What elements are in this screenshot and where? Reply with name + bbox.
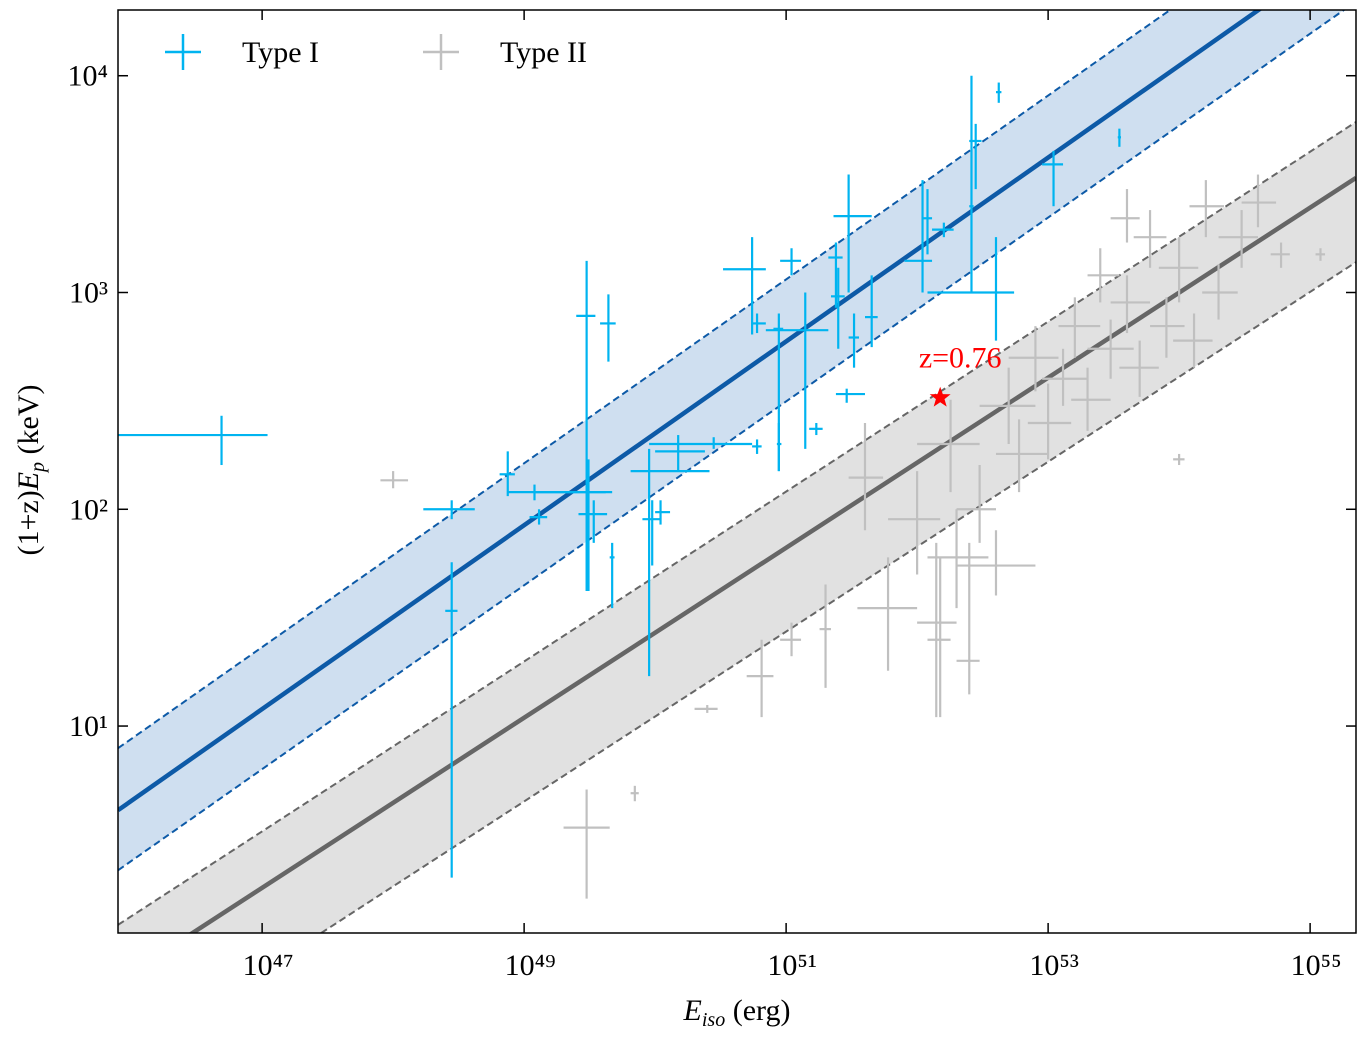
axes: 10⁴⁷ 10⁴⁹ 10⁵¹ 10⁵³ 10⁵⁵ 10¹ 10² 10³ 10⁴ Type I Ty…	[68, 9, 1357, 982]
band-edge	[319, 261, 1356, 933]
x-tick-label: 10⁴⁹	[505, 949, 556, 982]
annotation: z=0.76	[919, 342, 1002, 375]
fit-line	[118, 10, 1263, 813]
fit-line	[188, 175, 1356, 933]
y-tick-label: 10¹	[69, 710, 108, 743]
plot-frame	[117, 9, 1357, 934]
y-label-prefix: (1+z)	[12, 490, 45, 555]
y-tick-label: 10³	[69, 277, 108, 310]
plot-area	[118, 10, 1356, 933]
highlight-star	[929, 386, 951, 407]
x-label-subscript: iso	[702, 1009, 725, 1031]
x-tick-label: 10⁵¹	[767, 949, 816, 982]
y-label-symbol: E	[12, 472, 45, 491]
legend-label: Type II	[500, 36, 587, 69]
band-edge	[118, 121, 1356, 926]
x-label-unit: (erg)	[725, 994, 790, 1027]
y-label-subscript: p	[27, 462, 49, 474]
x-axis-label: Eiso (erg)	[683, 994, 791, 1031]
y-tick-label: 10⁴	[68, 60, 108, 93]
x-tick-label: 10⁵⁵	[1291, 949, 1342, 982]
y-axis-label: (1+z)Ep (keV)	[12, 384, 49, 555]
x-tick-label: 10⁴⁷	[243, 949, 294, 982]
band-edge	[118, 10, 1346, 872]
y-tick-label: 10²	[69, 493, 108, 526]
confidence-band	[118, 121, 1356, 933]
x-tick-label: 10⁵³	[1029, 949, 1078, 982]
band-edge	[118, 10, 1172, 750]
y-label-unit: (keV)	[12, 384, 45, 461]
legend-label: Type I	[242, 36, 319, 69]
x-label-symbol: E	[683, 994, 702, 1027]
